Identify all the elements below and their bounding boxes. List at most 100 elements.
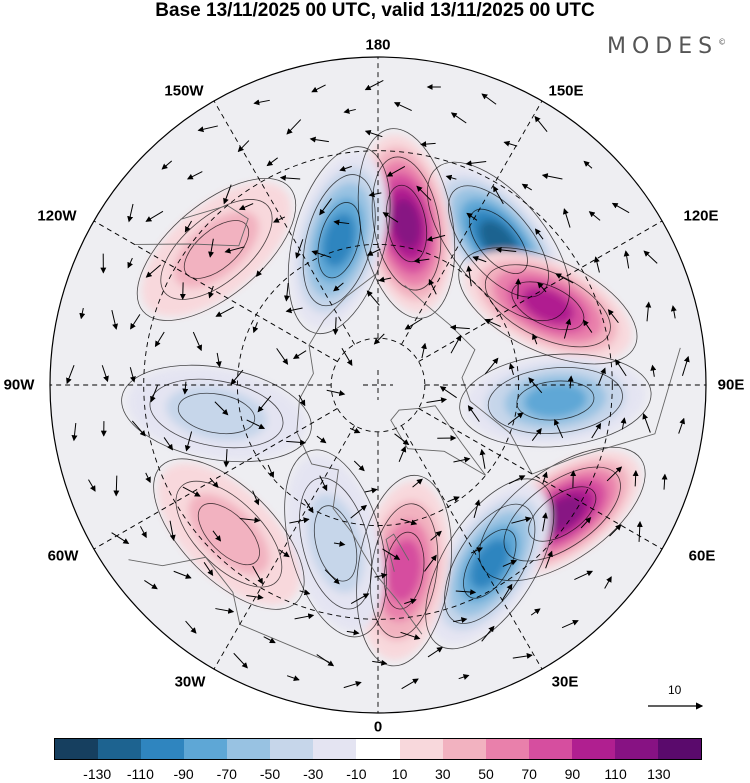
wind-arrow (333, 540, 346, 547)
colorbar-tick-label: 90 (564, 766, 581, 782)
wind-arrow (597, 367, 606, 386)
wind-arrow (582, 319, 593, 333)
wind-arrow (567, 375, 574, 389)
wind-arrow (131, 420, 146, 437)
wind-arrow (197, 125, 218, 133)
wind-arrow (246, 419, 266, 429)
contour-group (425, 478, 555, 650)
wind-arrow (364, 129, 383, 138)
wind-arrow (350, 504, 368, 519)
wind-arrow (661, 473, 668, 490)
latitude-circle (143, 150, 613, 620)
wind-arrow (203, 562, 214, 576)
contour-line (357, 128, 456, 319)
wind-arrow (173, 570, 192, 579)
wind-arrow (563, 318, 572, 339)
contour-line (458, 247, 638, 365)
wind-arrow (413, 257, 430, 264)
wind-arrow (484, 357, 499, 375)
wind-arrow (445, 174, 457, 181)
wind-arrow (88, 479, 96, 492)
wind-arrow (144, 579, 158, 590)
map-title: Base 13/11/2025 00 UTC, valid 13/11/2025… (155, 0, 595, 21)
wind-vectors (66, 80, 690, 690)
wind-arrow (71, 423, 78, 442)
colorbar-tick-label: 110 (604, 766, 627, 782)
wind-arrow (238, 203, 254, 211)
wind-arrow (532, 333, 538, 345)
contour-line (121, 364, 312, 463)
wind-arrow (593, 256, 600, 273)
lon-label-120w: 120W (37, 207, 77, 225)
wind-arrow (642, 413, 651, 433)
wind-arrow (366, 290, 380, 306)
wind-arrow (279, 174, 301, 181)
wind-arrow (79, 307, 86, 320)
wind-arrow (145, 472, 151, 484)
wind-arrow (341, 347, 353, 367)
wind-arrow (470, 547, 484, 554)
colorbar-swatch (313, 739, 357, 759)
wind-arrow (615, 359, 627, 377)
wind-arrow (542, 471, 548, 485)
wind-arrow (580, 517, 592, 529)
colorbar-swatch (442, 739, 486, 759)
wind-arrow (309, 136, 329, 143)
wind-arrow (428, 278, 437, 295)
wind-arrow (394, 433, 410, 446)
wind-arrow (192, 331, 202, 352)
wind-arrow (364, 487, 378, 494)
wind-arrow (620, 417, 627, 430)
wind-arrow (495, 246, 517, 253)
wind-arrow (223, 184, 232, 205)
wind-arrow (378, 276, 392, 283)
wind-arrow (382, 548, 401, 560)
wind-arrow (283, 282, 290, 302)
wind-arrow (255, 267, 264, 277)
colorbar-swatch (270, 739, 314, 759)
wind-arrow (591, 422, 602, 439)
contour-line (487, 367, 623, 434)
wind-arrow (185, 620, 197, 634)
colorbar-tick-label: 70 (521, 766, 537, 782)
wind-arrow (215, 306, 235, 317)
colorbar-tick-label: -110 (126, 766, 154, 782)
contour-line (317, 202, 361, 279)
lon-label-60w: 60W (47, 547, 79, 565)
wind-arrow (224, 246, 245, 254)
wind-arrow (333, 219, 350, 226)
contour-line (197, 503, 260, 566)
wind-arrow (374, 572, 388, 579)
wind-arrow (401, 678, 419, 690)
wind-arrow (507, 412, 524, 425)
lon-label-150w: 150W (164, 82, 204, 100)
lon-label-0: 0 (373, 718, 383, 736)
wind-arrow (350, 593, 370, 605)
wind-arrow (645, 301, 652, 322)
wind-arrow (272, 216, 286, 223)
contour-group (287, 146, 391, 335)
contour-line (448, 185, 549, 298)
lon-label-90e: 90E (717, 376, 745, 394)
wind-arrow (508, 362, 515, 375)
wind-arrow (278, 549, 290, 558)
wind-arrow (481, 93, 497, 105)
colorbar-tick-label: 50 (478, 766, 494, 782)
wind-arrow (169, 520, 176, 541)
wind-arrow (311, 84, 326, 93)
wind-arrow (267, 464, 275, 478)
logo-text: MODES (607, 34, 719, 59)
greenland-coast (390, 405, 487, 476)
wind-arrow (319, 475, 328, 492)
wind-arrow (412, 478, 423, 488)
wind-arrow (404, 318, 423, 330)
wind-arrow (393, 102, 412, 112)
wind-arrow (184, 431, 193, 452)
wind-arrow (528, 377, 543, 394)
anomaly-level (322, 213, 356, 268)
wind-arrow (150, 384, 159, 403)
wind-arrow (455, 589, 477, 596)
wind-arrow (427, 646, 443, 658)
wind-arrow (257, 395, 272, 413)
